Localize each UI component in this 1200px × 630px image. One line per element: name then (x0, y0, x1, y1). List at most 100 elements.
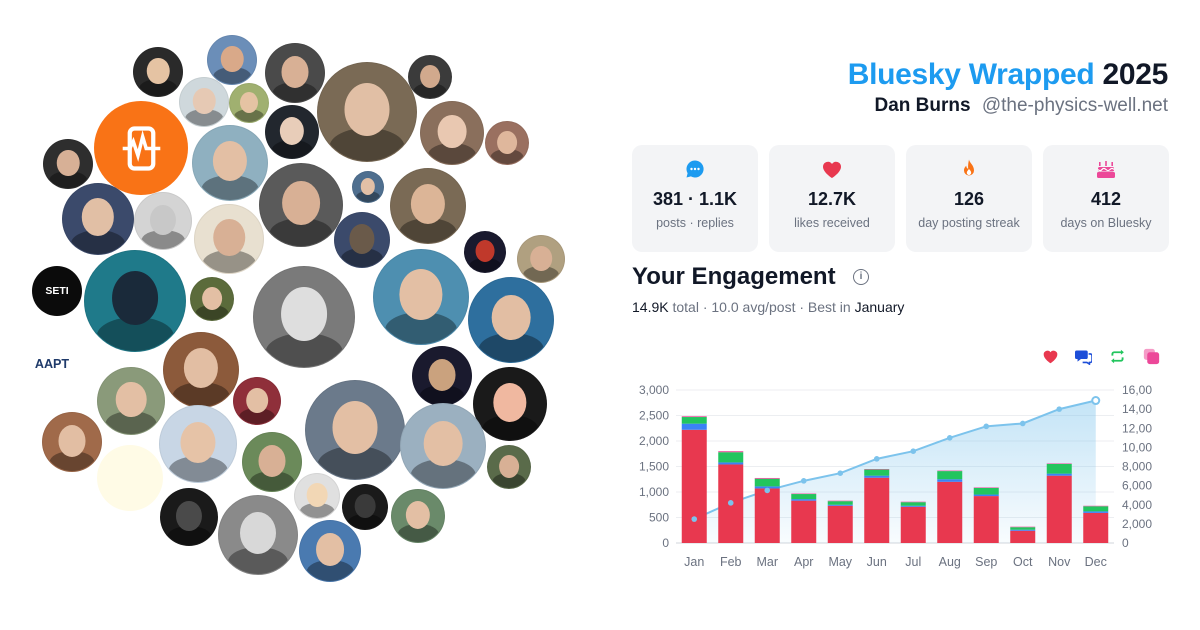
bar-segment[interactable] (937, 481, 963, 543)
bar-segment[interactable] (900, 506, 926, 543)
bar-segment[interactable] (864, 469, 890, 476)
bar-segment[interactable] (937, 479, 963, 482)
line-point[interactable] (1056, 406, 1063, 412)
bar-segment[interactable] (1046, 463, 1072, 464)
bar-segment[interactable] (973, 487, 999, 495)
bar-segment[interactable] (1046, 463, 1072, 474)
bar-segment[interactable] (791, 493, 817, 495)
bar-segment[interactable] (718, 452, 744, 463)
bar-segment[interactable] (718, 462, 744, 465)
avatar[interactable] (365, 339, 411, 385)
avatar[interactable]: AAPT (22, 334, 82, 394)
avatar[interactable] (194, 204, 264, 274)
avatar[interactable] (265, 105, 319, 159)
quotes-legend-icon[interactable] (1143, 348, 1160, 365)
avatar[interactable] (62, 183, 134, 255)
line-point[interactable] (837, 470, 844, 476)
bar-segment[interactable] (827, 500, 853, 502)
replies-legend-icon[interactable] (1075, 348, 1092, 365)
avatar[interactable] (179, 77, 229, 127)
bar-segment[interactable] (864, 475, 890, 478)
bar-segment[interactable] (681, 429, 707, 543)
avatar[interactable] (233, 377, 281, 425)
avatar[interactable] (305, 380, 405, 480)
line-point[interactable] (910, 448, 917, 454)
line-point[interactable] (1091, 396, 1101, 406)
avatar[interactable] (207, 35, 257, 85)
avatar[interactable] (390, 168, 466, 244)
avatar[interactable] (229, 83, 269, 123)
avatar[interactable] (373, 249, 469, 345)
avatar[interactable] (84, 250, 186, 352)
bar-segment[interactable] (1083, 512, 1109, 543)
avatar[interactable] (259, 163, 343, 247)
avatar[interactable] (464, 231, 506, 273)
bar-segment[interactable] (864, 477, 890, 543)
avatar[interactable] (294, 473, 340, 519)
bar-segment[interactable] (791, 500, 817, 543)
line-point[interactable] (1019, 420, 1026, 427)
avatar[interactable] (400, 403, 486, 489)
avatar[interactable] (133, 47, 183, 97)
bar-segment[interactable] (718, 451, 744, 453)
avatar[interactable] (42, 412, 102, 472)
avatar[interactable] (342, 484, 388, 530)
avatar[interactable] (190, 277, 234, 321)
bar-segment[interactable] (937, 471, 963, 480)
avatar[interactable] (163, 332, 239, 408)
bar-segment[interactable] (937, 470, 963, 472)
bar-segment[interactable] (1010, 530, 1036, 543)
bar-segment[interactable] (681, 417, 707, 424)
avatar[interactable] (352, 171, 384, 203)
likes-legend-icon[interactable] (1042, 348, 1059, 365)
avatar[interactable] (265, 43, 325, 103)
avatar[interactable] (391, 489, 445, 543)
avatar[interactable] (43, 139, 93, 189)
avatar[interactable] (160, 488, 218, 546)
bar-segment[interactable] (1010, 527, 1036, 530)
bar-segment[interactable] (827, 505, 853, 543)
bar-segment[interactable] (973, 494, 999, 497)
bar-segment[interactable] (1083, 505, 1109, 507)
avatar[interactable] (253, 266, 355, 368)
info-icon[interactable]: i (853, 269, 869, 285)
bar-segment[interactable] (1010, 529, 1036, 531)
bar-segment[interactable] (681, 416, 707, 418)
line-point[interactable] (873, 456, 880, 462)
avatar[interactable] (317, 62, 417, 162)
bar-segment[interactable] (900, 505, 926, 507)
avatar[interactable] (485, 121, 529, 165)
avatar[interactable] (242, 432, 302, 492)
avatar[interactable] (473, 367, 547, 441)
bar-segment[interactable] (754, 486, 780, 489)
avatar[interactable] (159, 405, 237, 483)
avatar[interactable] (408, 55, 452, 99)
avatar[interactable] (192, 125, 268, 201)
avatar[interactable] (97, 367, 165, 435)
line-point[interactable] (764, 487, 771, 494)
bar-segment[interactable] (827, 501, 853, 505)
bar-segment[interactable] (1083, 506, 1109, 512)
bar-segment[interactable] (900, 501, 926, 503)
avatar[interactable] (420, 101, 484, 165)
avatar[interactable] (468, 168, 542, 242)
bar-segment[interactable] (1046, 475, 1072, 543)
avatar[interactable] (487, 445, 531, 489)
line-point[interactable] (727, 500, 734, 506)
bar-segment[interactable] (1046, 473, 1072, 476)
bar-segment[interactable] (754, 477, 780, 479)
bar-segment[interactable] (973, 496, 999, 543)
line-point[interactable] (691, 516, 698, 522)
avatar[interactable] (468, 277, 554, 363)
line-point[interactable] (800, 478, 807, 484)
reposts-legend-icon[interactable] (1109, 348, 1126, 365)
avatar[interactable] (517, 235, 565, 283)
avatar[interactable] (334, 212, 390, 268)
avatar[interactable] (97, 445, 163, 511)
line-point[interactable] (946, 435, 953, 441)
bar-segment[interactable] (754, 488, 780, 543)
avatar[interactable] (412, 346, 472, 406)
bar-segment[interactable] (1083, 511, 1109, 513)
bar-segment[interactable] (973, 487, 999, 488)
bar-segment[interactable] (791, 494, 817, 500)
